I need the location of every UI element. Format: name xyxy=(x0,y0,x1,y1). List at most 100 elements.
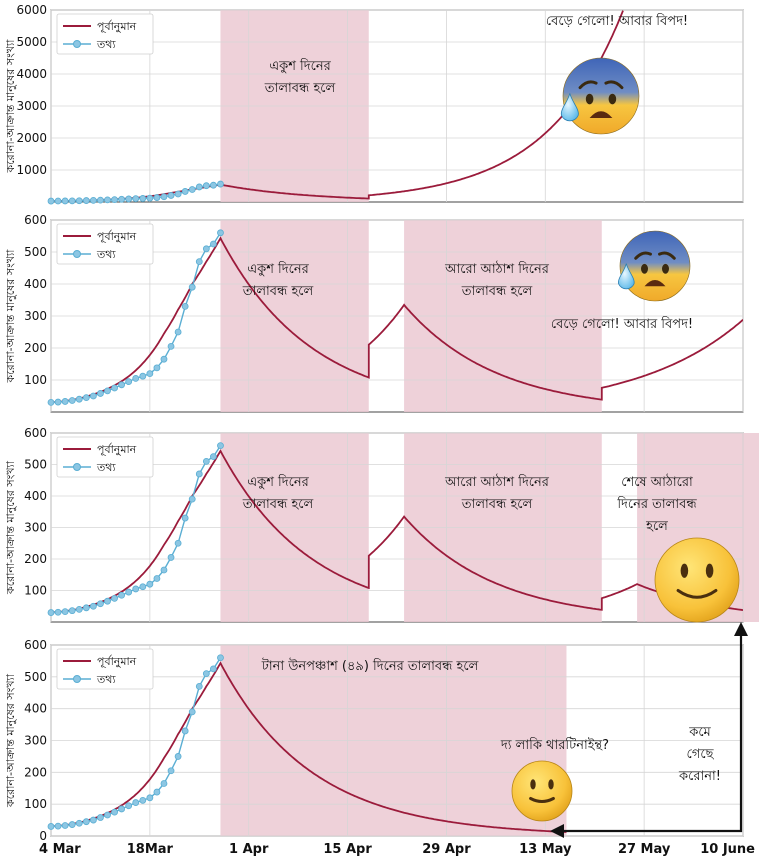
data-point xyxy=(174,190,182,198)
x-tick-label: 1 Apr xyxy=(229,842,269,857)
chart-panel-4: 0 100 200 300 400 500 600 করোনা-আক্রান্ত মানুষে… xyxy=(4,638,744,843)
data-point xyxy=(61,822,69,829)
data-point xyxy=(202,182,210,190)
worried-face-emoji-icon xyxy=(560,57,640,135)
legend: পূর্বানুমান তথ্য xyxy=(56,223,154,265)
data-point xyxy=(75,197,83,205)
data-point xyxy=(82,818,90,826)
y-tick-label: 600 xyxy=(24,426,47,440)
data-point xyxy=(181,514,189,522)
data-point xyxy=(97,390,104,397)
data-point xyxy=(111,594,118,602)
data-point xyxy=(68,397,76,404)
legend-forecast-label: পূর্বানুমান xyxy=(97,20,137,33)
data-point xyxy=(118,195,126,203)
data-point xyxy=(47,823,55,830)
annotation-text: তালাবন্ধ হলে xyxy=(242,497,314,512)
annotation-text: তালাবন্ধ হলে xyxy=(461,497,533,512)
data-point xyxy=(104,196,111,204)
data-point xyxy=(167,767,175,775)
x-tick-label: 13 May xyxy=(519,842,572,857)
legend-forecast-label: পূর্বানুমান xyxy=(97,655,137,668)
legend-data-marker xyxy=(73,675,81,683)
data-point xyxy=(82,394,90,402)
data-point xyxy=(132,799,140,806)
data-point xyxy=(47,609,55,616)
y-tick-label: 1000 xyxy=(16,163,47,177)
data-point xyxy=(217,229,224,237)
data-point xyxy=(125,802,133,810)
data-point xyxy=(54,608,62,616)
forecast-line xyxy=(51,661,567,833)
y-axis-label: করোনা-আক্রান্ত মানুষের সংখ্যা xyxy=(4,460,17,595)
data-point xyxy=(188,495,196,503)
data-point xyxy=(188,708,196,716)
y-tick-label: 5000 xyxy=(16,35,47,49)
legend-data-marker xyxy=(73,40,81,48)
data-point xyxy=(61,398,69,405)
data-point xyxy=(210,453,217,461)
x-tick-label: 15 Apr xyxy=(323,842,372,857)
data-point xyxy=(61,608,69,616)
forecast-line xyxy=(51,449,743,614)
y-tick-label: 200 xyxy=(24,341,47,355)
annotation-text: গেছে xyxy=(687,747,715,762)
data-point xyxy=(202,457,210,465)
annotation-text: একুশ দিনের xyxy=(247,474,309,490)
chart-panel-3: 100 200 300 400 500 600 করোনা-আক্রান্ত মানুষের… xyxy=(4,426,759,623)
annotation-text: একুশ দিনের xyxy=(269,58,331,74)
data-point xyxy=(132,195,140,203)
annotation-text: তালাবন্ধ হলে xyxy=(264,81,336,96)
data-point xyxy=(75,395,83,403)
y-axis-label: করোনা-আক্রান্ত মানুষের সংখ্যা xyxy=(4,39,17,174)
y-tick-label: 100 xyxy=(24,584,47,598)
data-point xyxy=(146,580,154,588)
result-arrow xyxy=(550,622,748,838)
data-point xyxy=(118,381,126,389)
data-point xyxy=(153,575,161,582)
data-point xyxy=(75,819,83,827)
data-point xyxy=(54,197,62,205)
annotation-text: শেষে আঠারো xyxy=(621,474,693,490)
data-point xyxy=(210,240,217,248)
data-point xyxy=(68,197,76,205)
data-point xyxy=(54,398,62,406)
data-point xyxy=(125,588,133,596)
annotation-text: দিনের তালাবন্ধ xyxy=(616,496,697,512)
data-point xyxy=(111,196,118,204)
data-point xyxy=(195,258,203,266)
data-point xyxy=(118,591,126,599)
legend: পূর্বানুমান তথ্য xyxy=(56,436,154,478)
data-point xyxy=(167,342,175,350)
y-axis-label: করোনা-আক্রান্ত মানুষের সংখ্যা xyxy=(4,673,17,808)
arrow-head-up xyxy=(734,622,748,636)
data-point xyxy=(97,196,104,204)
x-tick-label: 27 May xyxy=(618,842,671,857)
chart-panel-1: 1000 2000 3000 4000 5000 6000 করোনা-আক্রান্ত ম… xyxy=(4,3,744,205)
y-tick-label: 300 xyxy=(24,734,47,748)
data-point xyxy=(153,194,161,201)
y-tick-label: 400 xyxy=(24,489,47,503)
legend-data-label: তথ্য xyxy=(96,38,116,51)
data-point xyxy=(195,183,203,191)
data-point xyxy=(97,600,104,608)
data-point xyxy=(174,753,182,760)
data-point xyxy=(139,583,147,591)
annotation-text: আরো আঠাশ দিনের xyxy=(444,474,550,490)
data-point xyxy=(202,245,210,253)
worried-face-emoji-icon xyxy=(618,230,691,302)
data-point xyxy=(97,814,104,821)
data-point xyxy=(89,602,97,610)
data-point xyxy=(68,821,76,828)
data-point xyxy=(217,654,224,662)
annotation-text: তালাবন্ধ হলে xyxy=(461,284,533,299)
data-point xyxy=(118,805,126,813)
data-point xyxy=(160,566,168,574)
y-tick-label: 4000 xyxy=(16,67,47,81)
smiling-face-emoji-icon xyxy=(654,537,740,623)
x-tick-label: 10 June xyxy=(700,842,755,857)
data-point xyxy=(167,192,175,199)
data-point xyxy=(181,727,189,735)
data-point xyxy=(75,606,83,613)
